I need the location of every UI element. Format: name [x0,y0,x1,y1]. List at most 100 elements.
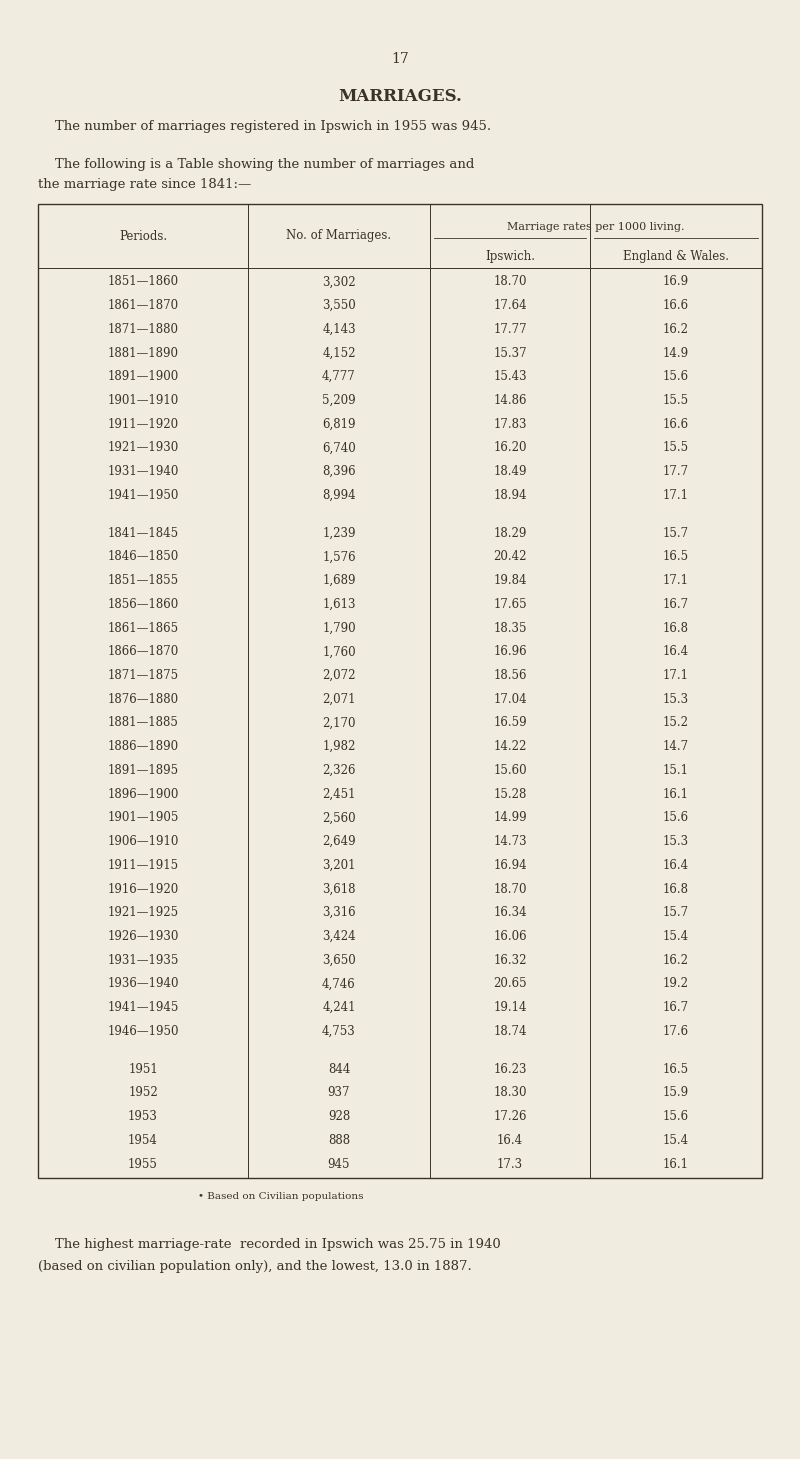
Text: Periods.: Periods. [119,229,167,242]
Text: 3,650: 3,650 [322,954,356,967]
Text: 18.94: 18.94 [494,489,526,502]
Text: 17.64: 17.64 [493,299,527,312]
Text: 16.9: 16.9 [663,276,689,289]
Text: 14.7: 14.7 [663,740,689,753]
Text: 2,170: 2,170 [322,716,356,730]
Text: 1931—1940: 1931—1940 [107,465,178,479]
Text: 1906—1910: 1906—1910 [107,835,178,848]
Text: 16.23: 16.23 [494,1062,526,1075]
Text: 14.99: 14.99 [493,811,527,824]
Text: 15.5: 15.5 [663,394,689,407]
Text: 17.83: 17.83 [494,417,526,430]
Text: (based on civilian population only), and the lowest, 13.0 in 1887.: (based on civilian population only), and… [38,1261,472,1274]
Text: 18.74: 18.74 [494,1024,526,1037]
Text: 15.7: 15.7 [663,527,689,540]
Text: 1955: 1955 [128,1157,158,1170]
Text: 1851—1855: 1851—1855 [107,575,178,587]
Text: 1953: 1953 [128,1110,158,1123]
Text: 1901—1905: 1901—1905 [107,811,178,824]
Text: 16.34: 16.34 [493,906,527,919]
Text: 3,201: 3,201 [322,859,356,872]
Text: 16.59: 16.59 [493,716,527,730]
Text: 20.65: 20.65 [493,978,527,991]
Text: 1,982: 1,982 [322,740,356,753]
Text: 15.6: 15.6 [663,811,689,824]
Text: 1,790: 1,790 [322,622,356,635]
Text: 4,241: 4,241 [322,1001,356,1014]
Text: 1886—1890: 1886—1890 [107,740,178,753]
Text: 1861—1865: 1861—1865 [107,622,178,635]
Text: 16.4: 16.4 [663,645,689,658]
Text: 18.29: 18.29 [494,527,526,540]
Text: 15.4: 15.4 [663,1134,689,1147]
Text: 1921—1925: 1921—1925 [107,906,178,919]
Text: 19.84: 19.84 [494,575,526,587]
Text: 844: 844 [328,1062,350,1075]
Text: 16.1: 16.1 [663,1157,689,1170]
Text: 16.7: 16.7 [663,1001,689,1014]
Text: 16.5: 16.5 [663,1062,689,1075]
Text: 16.1: 16.1 [663,788,689,801]
Text: 16.32: 16.32 [494,954,526,967]
Text: 16.2: 16.2 [663,954,689,967]
Text: 17.77: 17.77 [493,322,527,336]
Text: 1856—1860: 1856—1860 [107,598,178,611]
Text: 14.73: 14.73 [493,835,527,848]
Text: 1866—1870: 1866—1870 [107,645,178,658]
Text: 16.4: 16.4 [663,859,689,872]
Text: 1876—1880: 1876—1880 [107,693,178,706]
Text: 16.6: 16.6 [663,299,689,312]
Text: 2,326: 2,326 [322,765,356,778]
Text: 4,777: 4,777 [322,371,356,384]
Text: 1851—1860: 1851—1860 [107,276,178,289]
Text: 3,618: 3,618 [322,883,356,896]
Text: 3,550: 3,550 [322,299,356,312]
Text: the marriage rate since 1841:—: the marriage rate since 1841:— [38,178,251,191]
Text: 16.8: 16.8 [663,622,689,635]
Text: 17: 17 [391,53,409,66]
Text: • Based on Civilian populations: • Based on Civilian populations [198,1192,363,1201]
Text: 945: 945 [328,1157,350,1170]
Text: 1954: 1954 [128,1134,158,1147]
Text: 1921—1930: 1921—1930 [107,442,178,454]
Text: 1,760: 1,760 [322,645,356,658]
Text: 17.1: 17.1 [663,489,689,502]
Text: 16.94: 16.94 [493,859,527,872]
Text: 3,316: 3,316 [322,906,356,919]
Text: 2,560: 2,560 [322,811,356,824]
Text: 1,576: 1,576 [322,550,356,563]
Text: 1946—1950: 1946—1950 [107,1024,178,1037]
Text: 6,819: 6,819 [322,417,356,430]
Text: 1871—1875: 1871—1875 [107,670,178,681]
Text: 15.1: 15.1 [663,765,689,778]
Text: 8,994: 8,994 [322,489,356,502]
Text: 15.6: 15.6 [663,1110,689,1123]
Text: 14.22: 14.22 [494,740,526,753]
Text: 928: 928 [328,1110,350,1123]
Text: 1,613: 1,613 [322,598,356,611]
Text: 4,152: 4,152 [322,346,356,359]
Text: 17.7: 17.7 [663,465,689,479]
Text: 17.65: 17.65 [493,598,527,611]
Text: 2,649: 2,649 [322,835,356,848]
Text: 1941—1950: 1941—1950 [107,489,178,502]
Text: 17.1: 17.1 [663,670,689,681]
Text: 2,071: 2,071 [322,693,356,706]
Text: 1,689: 1,689 [322,575,356,587]
Text: 15.3: 15.3 [663,693,689,706]
Text: 1931—1935: 1931—1935 [107,954,178,967]
Text: 15.5: 15.5 [663,442,689,454]
Text: 15.3: 15.3 [663,835,689,848]
Text: MARRIAGES.: MARRIAGES. [338,88,462,105]
Text: 14.86: 14.86 [494,394,526,407]
Text: 17.04: 17.04 [493,693,527,706]
Text: 2,072: 2,072 [322,670,356,681]
Text: 1911—1915: 1911—1915 [107,859,178,872]
Text: 18.30: 18.30 [494,1087,526,1100]
Text: 18.70: 18.70 [494,883,526,896]
Text: 1926—1930: 1926—1930 [107,929,178,943]
Text: 1841—1845: 1841—1845 [107,527,178,540]
Text: 1891—1895: 1891—1895 [107,765,178,778]
Text: 4,753: 4,753 [322,1024,356,1037]
Text: 1861—1870: 1861—1870 [107,299,178,312]
